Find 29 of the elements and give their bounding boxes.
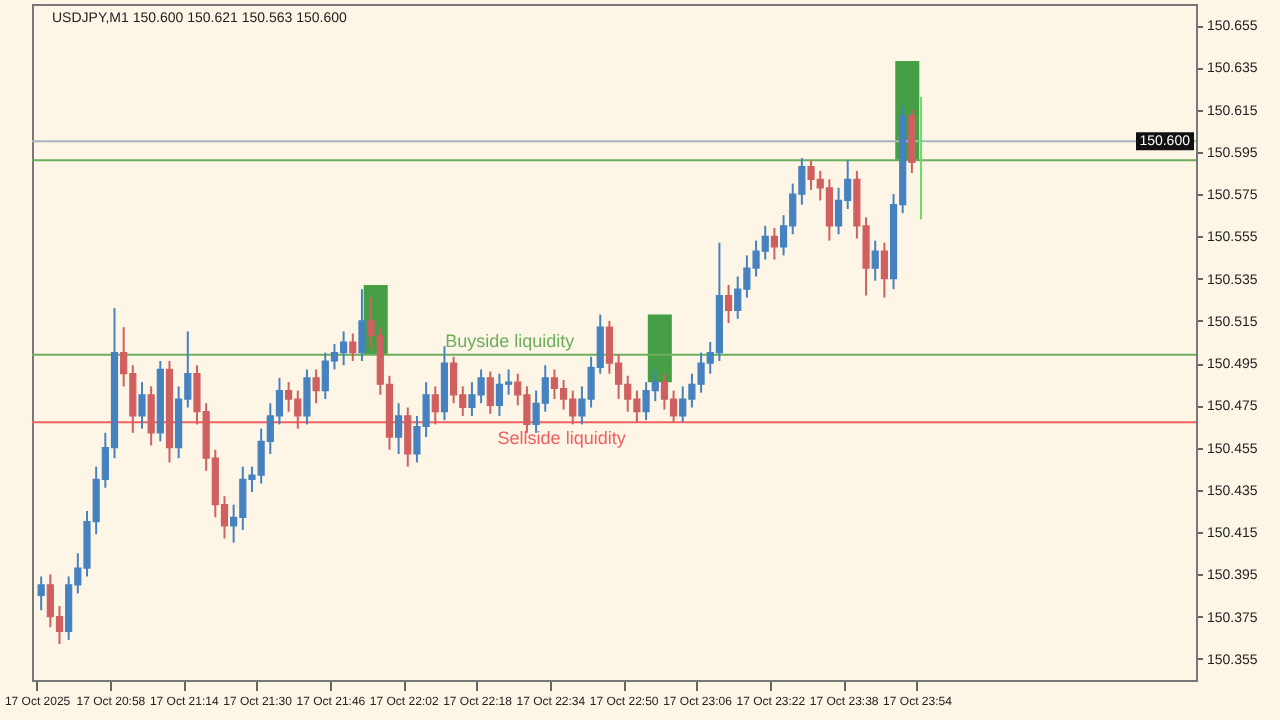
candlestick [669, 389, 678, 424]
candlestick [312, 368, 320, 405]
candlestick [285, 381, 293, 413]
candlestick [834, 186, 843, 236]
candlestick [37, 575, 45, 612]
candlestick [559, 379, 568, 411]
candlestick [724, 283, 733, 324]
candlestick [147, 385, 155, 447]
candlestick [770, 226, 778, 261]
ref-line-label: Sellside liquidity [497, 428, 627, 449]
candlestick [871, 239, 879, 282]
candlestick [825, 178, 833, 242]
candlestick [880, 241, 888, 299]
candlestick [450, 355, 458, 405]
candlestick [431, 385, 439, 426]
candlestick [349, 332, 357, 363]
ref-line-label: Buyside liquidity [445, 330, 576, 351]
candlestick [486, 370, 494, 415]
candlestick [550, 368, 559, 401]
candlestick [404, 406, 412, 468]
candlestick [908, 108, 916, 174]
candlestick [138, 381, 146, 430]
candlestick [660, 372, 669, 411]
candlestick [303, 368, 311, 426]
bar [647, 314, 672, 383]
candlestick [358, 288, 366, 363]
candlestick [395, 402, 403, 455]
candlestick [65, 575, 73, 641]
candlestick [495, 372, 504, 417]
